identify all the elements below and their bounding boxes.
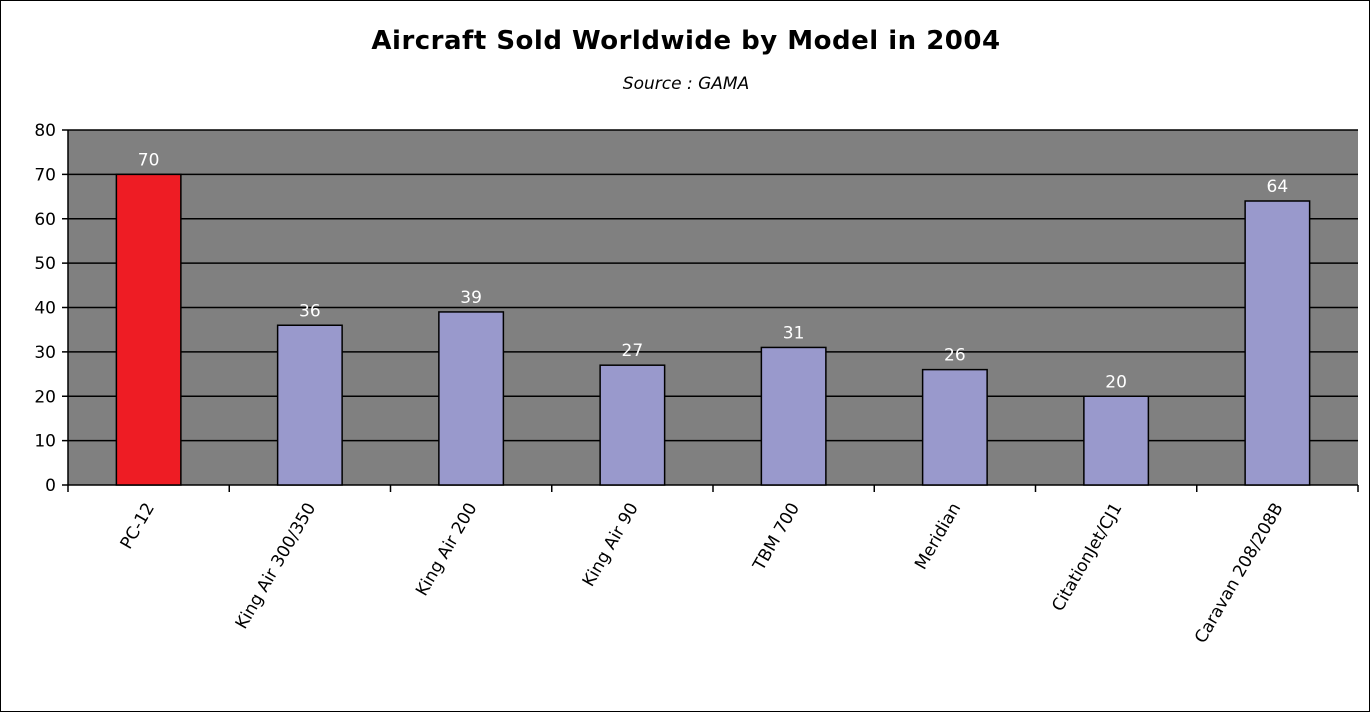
data-label: 31 bbox=[783, 323, 805, 343]
x-tick-label: Meridian bbox=[911, 500, 965, 574]
y-tick-label: 50 bbox=[34, 254, 56, 274]
x-tick-label: King Air 200 bbox=[412, 500, 481, 600]
data-label: 26 bbox=[944, 346, 966, 366]
bar bbox=[599, 364, 666, 486]
bar bbox=[276, 324, 343, 486]
data-label: 36 bbox=[299, 301, 321, 321]
x-tick-label: TBM 700 bbox=[749, 500, 804, 575]
data-label: 39 bbox=[460, 288, 482, 308]
data-label: 70 bbox=[138, 150, 160, 170]
data-label: 64 bbox=[1267, 177, 1289, 197]
x-tick-label: PC-12 bbox=[117, 500, 159, 553]
data-label: 27 bbox=[622, 341, 644, 361]
x-tick-label: King Air 90 bbox=[579, 500, 643, 591]
bar bbox=[115, 173, 182, 486]
y-tick-label: 10 bbox=[34, 432, 56, 452]
x-tick-label: CitationJet/CJ1 bbox=[1048, 500, 1126, 615]
chart-title: Aircraft Sold Worldwide by Model in 2004 bbox=[371, 26, 1001, 56]
y-tick-label: 30 bbox=[34, 343, 56, 363]
y-tick-label: 60 bbox=[34, 210, 56, 230]
y-tick-label: 0 bbox=[45, 476, 56, 496]
bar bbox=[1244, 200, 1311, 486]
bar bbox=[921, 368, 988, 486]
bar bbox=[1083, 395, 1150, 486]
x-tick-label: King Air 300/350 bbox=[232, 500, 320, 633]
x-tick-label: Caravan 208/208B bbox=[1191, 500, 1288, 647]
bar bbox=[438, 311, 505, 486]
bar bbox=[760, 346, 827, 486]
data-label: 20 bbox=[1105, 372, 1127, 392]
y-tick-label: 40 bbox=[34, 299, 56, 319]
y-tick-label: 20 bbox=[34, 387, 56, 407]
chart-subtitle: Source : GAMA bbox=[622, 74, 750, 94]
y-tick-label: 80 bbox=[34, 121, 56, 141]
y-tick-label: 70 bbox=[34, 165, 56, 185]
